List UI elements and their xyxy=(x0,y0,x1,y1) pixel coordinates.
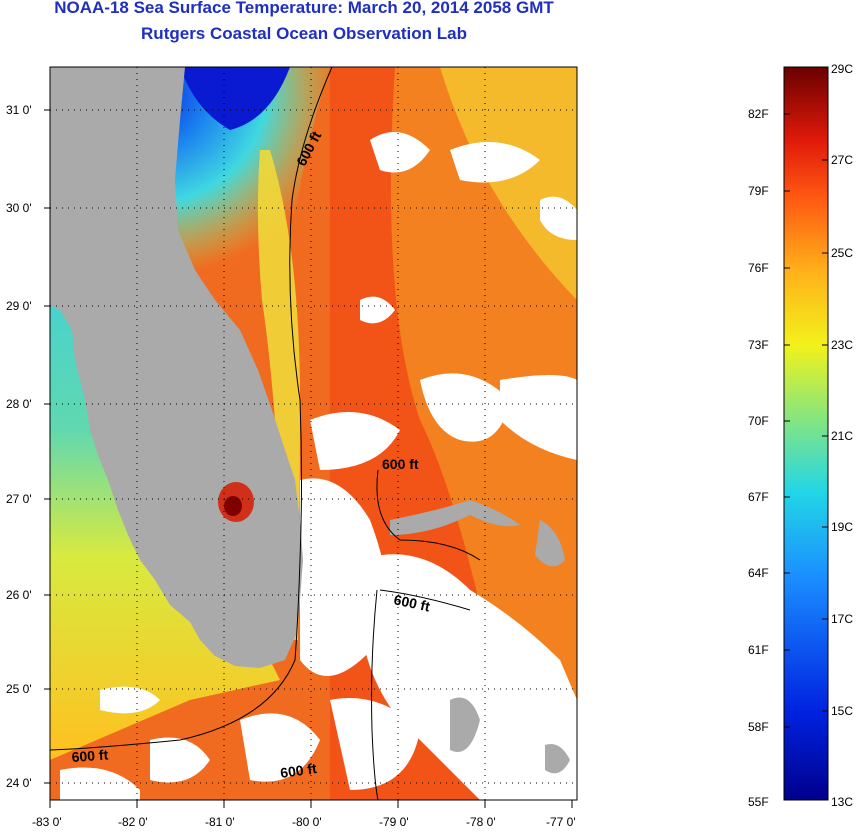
colorbar-f-76: 76F xyxy=(748,261,769,275)
contour-label-bahama: 600 ft xyxy=(382,456,419,472)
colorbar-c-17: 17C xyxy=(831,612,854,626)
lat-label-31: 31 0' xyxy=(6,103,32,117)
map-frame xyxy=(49,66,578,801)
lat-label-27: 27 0' xyxy=(6,492,32,506)
colorbar-c-21: 21C xyxy=(831,429,854,443)
lon-label-82: -82 0' xyxy=(118,815,148,829)
lon-label-83: -83 0' xyxy=(32,815,62,829)
lat-label-26: 26 0' xyxy=(6,588,32,602)
lon-label-79: -79 0' xyxy=(379,815,409,829)
colorbar-f-73: 73F xyxy=(748,338,769,352)
colorbar-f-82: 82F xyxy=(748,107,769,121)
colorbar-c-19: 19C xyxy=(831,520,854,534)
colorbar-f-67: 67F xyxy=(748,490,769,504)
colorbar-c-27: 27C xyxy=(831,153,854,167)
colorbar-c-13: 13C xyxy=(831,795,854,809)
colorbar-f-61: 61F xyxy=(748,643,769,657)
lat-label-28: 28 0' xyxy=(6,397,32,411)
colorbar-f-70: 70F xyxy=(748,414,769,428)
colorbar-f-58: 58F xyxy=(748,720,769,734)
contour-label-channel: 600 ft xyxy=(392,591,431,614)
lat-label-24: 24 0' xyxy=(6,776,32,790)
colorbar-c-29: 29C xyxy=(831,62,854,76)
andros-island xyxy=(450,697,480,752)
colorbar-c-15: 15C xyxy=(831,704,854,718)
isobath-600ft-florida xyxy=(50,67,333,751)
map-title: NOAA-18 Sea Surface Temperature: March 2… xyxy=(54,0,554,17)
abaco-island xyxy=(535,520,565,567)
contour-label-south: 600 ft xyxy=(279,760,318,781)
lon-label-80: -80 0' xyxy=(292,815,322,829)
lon-label-78: -78 0' xyxy=(466,815,496,829)
colorbar-c-23: 23C xyxy=(831,338,854,352)
isobath-600ft-bahama xyxy=(376,469,481,561)
lat-label-30: 30 0' xyxy=(6,201,32,215)
isobath-600ft-channel xyxy=(371,589,379,800)
lat-label-25: 25 0' xyxy=(6,682,32,696)
grand-bahama xyxy=(390,500,520,535)
axis-ticks xyxy=(44,109,573,808)
lon-label-77: -77 0' xyxy=(546,815,576,829)
lat-label-29: 29 0' xyxy=(6,299,32,313)
map-subtitle: Rutgers Coastal Ocean Observation Lab xyxy=(141,24,467,43)
temperature-colorbar xyxy=(783,66,829,801)
colorbar-f-79: 79F xyxy=(748,184,769,198)
contour-label-keys: 600 ft xyxy=(71,746,109,765)
colorbar-c-25: 25C xyxy=(831,246,854,260)
colorbar-f-64: 64F xyxy=(748,566,769,580)
colorbar-f-55: 55F xyxy=(748,795,769,809)
lon-label-81: -81 0' xyxy=(205,815,235,829)
cloud-cover xyxy=(60,132,577,800)
lat-lon-grid xyxy=(50,67,577,800)
